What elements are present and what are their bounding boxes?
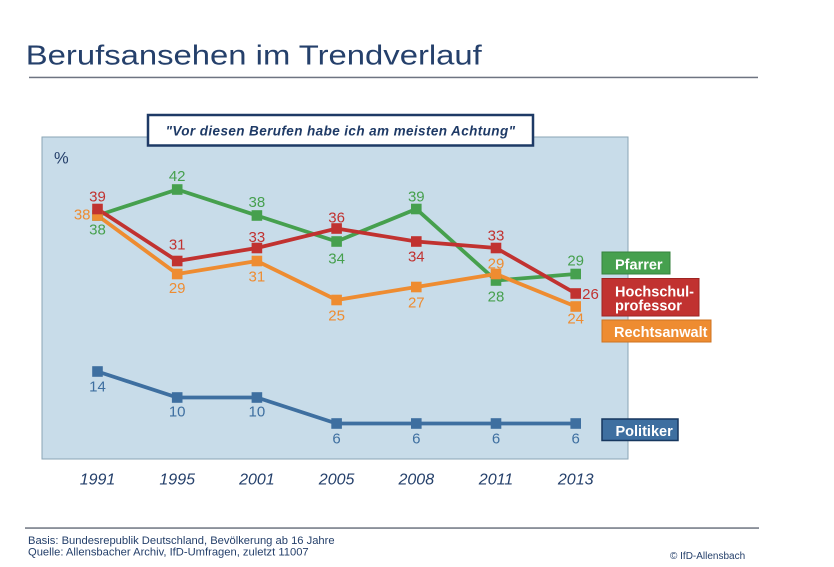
svg-text:Quelle: Allensbacher Archiv, I: Quelle: Allensbacher Archiv, IfD-Umfrage… <box>28 547 309 559</box>
svg-text:42: 42 <box>169 168 186 185</box>
svg-text:39: 39 <box>408 189 425 206</box>
svg-text:29: 29 <box>567 252 584 269</box>
svg-text:39: 39 <box>89 189 106 206</box>
svg-text:34: 34 <box>328 251 345 268</box>
svg-text:2008: 2008 <box>398 472 435 489</box>
svg-text:34: 34 <box>408 249 425 266</box>
svg-text:Rechtsanwalt: Rechtsanwalt <box>614 325 708 341</box>
svg-text:29: 29 <box>169 280 186 297</box>
svg-text:2005: 2005 <box>318 472 355 489</box>
svg-text:10: 10 <box>169 404 186 421</box>
svg-text:"Vor diesen Berufen habe ich a: "Vor diesen Berufen habe ich am meisten … <box>166 123 516 138</box>
svg-text:1991: 1991 <box>80 472 116 489</box>
svg-text:6: 6 <box>412 431 420 448</box>
svg-text:14: 14 <box>89 379 106 396</box>
svg-text:6: 6 <box>492 431 500 448</box>
svg-text:1995: 1995 <box>159 472 195 489</box>
svg-text:36: 36 <box>328 210 345 227</box>
svg-text:Berufsansehen im Trendverlauf: Berufsansehen im Trendverlauf <box>26 39 482 70</box>
svg-text:26: 26 <box>582 286 599 303</box>
svg-text:2013: 2013 <box>557 472 594 489</box>
svg-text:24: 24 <box>567 311 584 328</box>
svg-text:29: 29 <box>488 256 505 273</box>
svg-text:10: 10 <box>249 404 266 421</box>
svg-text:31: 31 <box>169 236 186 253</box>
svg-text:27: 27 <box>408 295 425 312</box>
svg-text:33: 33 <box>488 228 505 245</box>
svg-text:© IfD-Allensbach: © IfD-Allensbach <box>670 551 745 562</box>
svg-text:6: 6 <box>572 431 580 448</box>
svg-text:Hochschul-: Hochschul- <box>615 284 694 300</box>
svg-text:38: 38 <box>89 222 106 239</box>
svg-text:28: 28 <box>488 289 505 306</box>
svg-text:6: 6 <box>332 431 340 448</box>
svg-text:38: 38 <box>74 207 91 224</box>
svg-text:33: 33 <box>249 229 266 246</box>
svg-text:25: 25 <box>328 308 345 325</box>
svg-text:Politiker: Politiker <box>616 424 674 440</box>
svg-text:31: 31 <box>249 269 266 286</box>
svg-text:Basis: Bundesrepublik Deutschl: Basis: Bundesrepublik Deutschland, Bevöl… <box>28 535 335 547</box>
svg-text:Pfarrer: Pfarrer <box>615 258 663 274</box>
svg-text:38: 38 <box>249 194 266 211</box>
svg-text:2001: 2001 <box>238 472 275 489</box>
svg-text:%: % <box>54 149 69 167</box>
svg-text:professor: professor <box>615 298 682 314</box>
svg-text:2011: 2011 <box>478 472 513 489</box>
